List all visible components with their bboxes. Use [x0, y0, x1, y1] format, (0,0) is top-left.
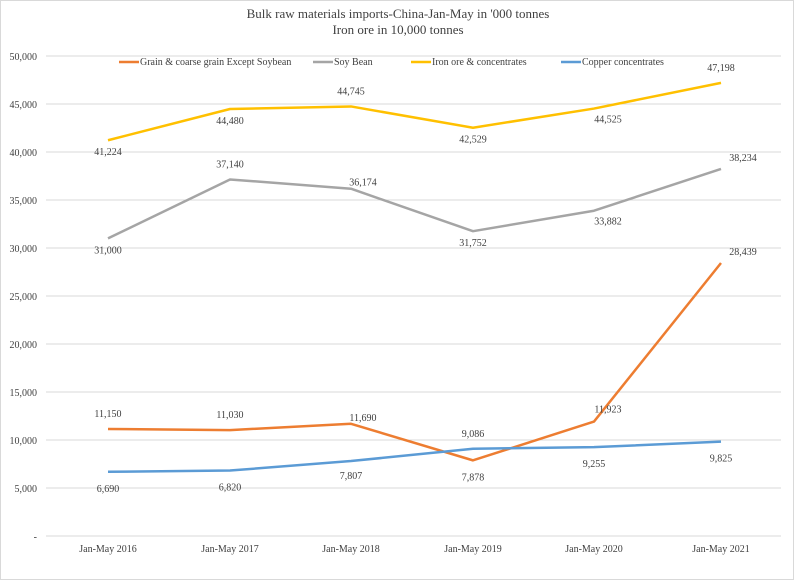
- data-label: 47,198: [707, 63, 735, 74]
- y-tick-label: 50,000: [10, 52, 38, 63]
- chart-title: Bulk raw materials imports-China-Jan-May…: [247, 6, 550, 21]
- y-tick-label: 40,000: [10, 148, 38, 159]
- data-label: 11,923: [594, 405, 621, 416]
- series-line: [107, 262, 722, 462]
- data-label: 31,752: [459, 238, 487, 249]
- data-label: 38,234: [729, 153, 757, 164]
- x-tick-label: Jan-May 2016: [79, 544, 137, 555]
- data-label: 36,174: [349, 178, 377, 189]
- y-tick-label: 45,000: [10, 100, 38, 111]
- series-line: [107, 167, 722, 240]
- data-label: 9,255: [583, 459, 606, 470]
- data-label: 41,224: [94, 147, 122, 158]
- series-line: [107, 81, 722, 142]
- legend-label: Copper concentrates: [582, 57, 664, 68]
- y-tick-label: 5,000: [15, 484, 38, 495]
- x-tick-label: Jan-May 2020: [565, 544, 623, 555]
- data-label: 7,878: [462, 472, 485, 483]
- y-tick-label: 35,000: [10, 196, 38, 207]
- y-tick-label: 15,000: [10, 388, 38, 399]
- y-tick-label: 10,000: [10, 436, 38, 447]
- x-tick-label: Jan-May 2021: [692, 544, 750, 555]
- data-label: 6,820: [219, 483, 242, 494]
- x-tick-label: Jan-May 2017: [201, 544, 259, 555]
- legend-label: Iron ore & concentrates: [432, 57, 527, 68]
- data-label: 31,000: [94, 245, 122, 256]
- data-label: 28,439: [729, 247, 757, 258]
- x-tick-label: Jan-May 2019: [444, 544, 502, 555]
- y-tick-label: 20,000: [10, 340, 38, 351]
- y-tick-label: 25,000: [10, 292, 38, 303]
- data-label: 37,140: [216, 159, 244, 170]
- chart-subtitle: Iron ore in 10,000 tonnes: [332, 22, 463, 37]
- data-label: 9,086: [462, 429, 485, 440]
- data-label: 33,882: [594, 217, 622, 228]
- data-label: 9,825: [710, 454, 733, 465]
- x-tick-label: Jan-May 2018: [322, 544, 380, 555]
- series-line: [107, 440, 722, 474]
- data-label: 44,525: [594, 115, 622, 126]
- data-label: 11,690: [349, 413, 376, 424]
- y-tick-label: -: [34, 532, 37, 543]
- data-label: 44,480: [216, 116, 244, 127]
- data-label: 7,807: [340, 471, 363, 482]
- legend-label: Grain & coarse grain Except Soybean: [140, 57, 291, 68]
- data-label: 42,529: [459, 135, 487, 146]
- data-label: 11,150: [94, 409, 121, 420]
- data-label: 6,690: [97, 484, 120, 495]
- data-label: 11,030: [216, 410, 243, 421]
- y-tick-label: 30,000: [10, 244, 38, 255]
- data-label: 44,745: [337, 86, 365, 97]
- legend-label: Soy Bean: [334, 57, 373, 68]
